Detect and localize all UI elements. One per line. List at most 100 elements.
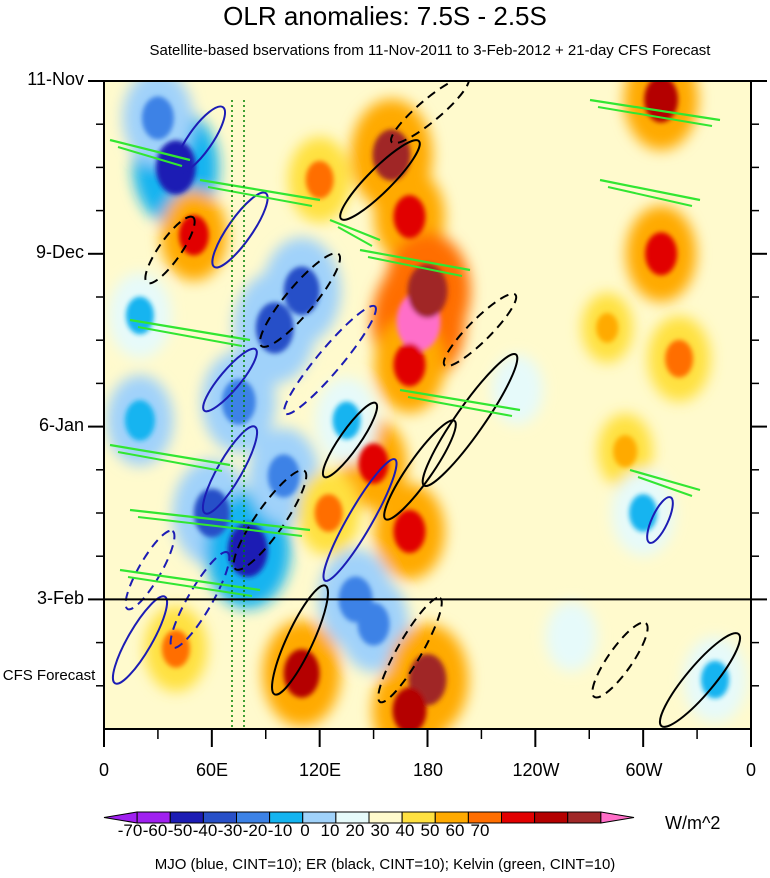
anomaly-core [332,401,361,440]
mjo-contour [646,496,674,544]
mjo-contour [283,304,377,416]
kelvin-contour [137,516,303,537]
mjo-contour [202,347,258,413]
er-contour [232,469,308,571]
mjo-contour [174,105,226,175]
x-tick-label: 60E [195,760,229,780]
anomaly-core [255,302,294,354]
y-tick-label: 3-Feb [36,588,84,608]
kelvin-contour [129,318,251,342]
er-contour [377,596,443,704]
kelvin-contour [407,396,513,417]
colorbar-tick-label: 0 [300,821,310,840]
colorbar-tick-label: -40 [192,821,218,840]
colorbar-swatch [534,811,569,824]
kelvin-contour [127,576,253,597]
kelvin-contour [337,226,373,247]
er-contour [658,632,742,728]
er-contour [383,419,457,521]
colorbar-tick-label: 50 [420,821,440,840]
anomaly-core [407,263,448,318]
colorbar [103,811,635,824]
kelvin-contour [629,468,701,492]
anomaly-core [701,660,730,699]
anomaly-core [357,602,390,646]
anomaly-core [305,160,334,199]
anomaly-core [358,443,389,484]
anomaly-core [560,621,583,652]
anomaly-core [161,629,190,668]
anomaly-core [193,488,230,538]
anomaly-core [314,494,343,532]
anomaly-core [124,400,155,441]
x-tick-label: 120E [298,760,342,780]
y-tick-label: 9-Dec [35,242,84,262]
anomaly-core [393,195,426,239]
anomaly-core [227,523,268,578]
colorbar-tick-label: -60 [142,821,168,840]
x-tick-label: 0 [745,760,756,780]
kelvin-contour [367,256,463,277]
anomaly-core [393,343,426,387]
kelvin-contour [607,186,693,207]
kelvin-contour [637,476,693,497]
colorbar-tick-label: 30 [370,821,390,840]
y-tick-label: 11-Nov [27,69,84,89]
er-contour [271,584,329,696]
anomaly-core [221,378,256,425]
axes [88,80,767,747]
colorbar-units: W/m^2 [665,813,721,833]
anomaly-core [629,494,658,532]
anomaly-core [283,266,320,316]
colorbar-tick-label: -10 [267,821,293,840]
anomaly-field [106,81,747,729]
filter-contours [109,81,742,729]
er-contour [591,621,649,699]
anomaly-core [665,339,694,378]
colorbar-swatch [501,811,536,824]
anomaly-core [645,232,678,276]
x-tick-label: 60W [625,760,663,780]
colorbar-tick-label: -20 [242,821,268,840]
cfs-forecast-label: CFS Forecast [2,667,96,684]
colorbar-tick-label: -50 [167,821,193,840]
kelvin-contour [207,186,313,207]
y-tick-label: 6-Jan [38,415,84,435]
colorbar-tick-label: -70 [117,821,143,840]
colorbar-swatch [600,811,635,824]
contour-legend-note: MJO (blue, CINT=10); ER (black, CINT=10)… [154,856,616,873]
mjo-contour [111,595,169,685]
anomaly-core [283,649,320,698]
anomaly-core [393,509,426,554]
chart-title: OLR anomalies: 7.5S - 2.5S [223,1,547,31]
anomaly-core [613,435,638,468]
kelvin-contour [109,138,191,162]
anomaly-core [596,313,619,343]
anomaly-core [141,96,174,140]
kelvin-contour [597,106,713,127]
kelvin-contour [329,218,381,242]
x-tick-label: 180 [412,760,444,780]
er-contour [258,252,342,348]
x-tick-label: 0 [98,760,109,780]
er-contour [144,215,196,285]
kelvin-contour [129,508,311,532]
kelvin-contour [199,178,321,202]
kelvin-contour [117,146,183,167]
mjo-contour [169,550,231,650]
kelvin-contour [599,178,701,202]
kelvin-contour [359,248,471,272]
kelvin-contour [119,568,261,592]
kelvin-contour [589,98,721,122]
kelvin-contour [117,451,223,472]
mjo-contour [322,458,398,582]
chart-subtitle: Satellite-based bservations from 11-Nov-… [149,42,711,59]
anomaly-core [267,454,300,498]
er-contour [442,292,518,368]
anomaly-core [125,296,154,335]
er-contour [339,139,421,221]
colorbar-tick-label: 20 [345,821,365,840]
colorbar-tick-label: -30 [217,821,243,840]
kelvin-contour [399,388,521,412]
